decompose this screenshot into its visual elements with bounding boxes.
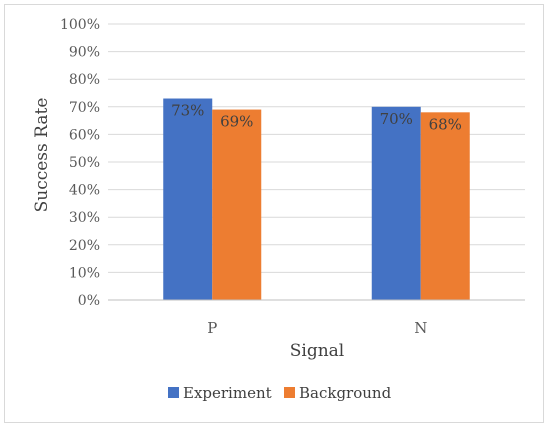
bar-background-p xyxy=(212,109,262,300)
y-tick-label: 100% xyxy=(60,17,100,33)
y-tick-label: 0% xyxy=(78,293,100,309)
y-tick-label: 50% xyxy=(69,155,100,171)
legend: Experiment Background xyxy=(168,384,392,402)
legend-label-experiment: Experiment xyxy=(183,384,272,402)
y-tick-label: 40% xyxy=(69,183,100,199)
data-label: 68% xyxy=(429,115,462,133)
chart-frame: 0% 10% 20% 30% 40% 50% 60% 70% 80% 90% 100% 73% 69%… xyxy=(4,4,544,423)
legend-label-background: Background xyxy=(299,384,392,402)
y-tick-label: 90% xyxy=(69,45,100,61)
y-axis-title: Success Rate xyxy=(32,98,52,213)
bar-experiment-p xyxy=(163,98,213,301)
y-tick-label: 20% xyxy=(69,238,100,254)
legend-swatch-background xyxy=(284,387,295,398)
y-tick-label: 30% xyxy=(69,210,100,226)
bar-background-n xyxy=(420,112,470,300)
x-tick-label: N xyxy=(414,319,427,337)
bar-chart: 0% 10% 20% 30% 40% 50% 60% 70% 80% 90% 100% 73% 69%… xyxy=(32,17,525,402)
y-tick-label: 10% xyxy=(69,265,100,281)
bars xyxy=(163,98,470,301)
y-axis-ticks: 0% 10% 20% 30% 40% 50% 60% 70% 80% 90% 100% xyxy=(60,17,100,309)
bar-experiment-n xyxy=(371,106,421,300)
y-tick-label: 80% xyxy=(69,72,100,88)
x-axis-title: Signal xyxy=(290,341,345,361)
x-tick-label: P xyxy=(207,319,217,337)
data-label: 73% xyxy=(171,102,204,120)
legend-swatch-experiment xyxy=(168,387,179,398)
y-tick-label: 70% xyxy=(69,100,100,116)
data-label: 70% xyxy=(380,110,413,128)
data-labels: 73% 69% 70% 68% xyxy=(171,102,462,134)
data-label: 69% xyxy=(220,113,253,131)
y-tick-label: 60% xyxy=(69,127,100,143)
